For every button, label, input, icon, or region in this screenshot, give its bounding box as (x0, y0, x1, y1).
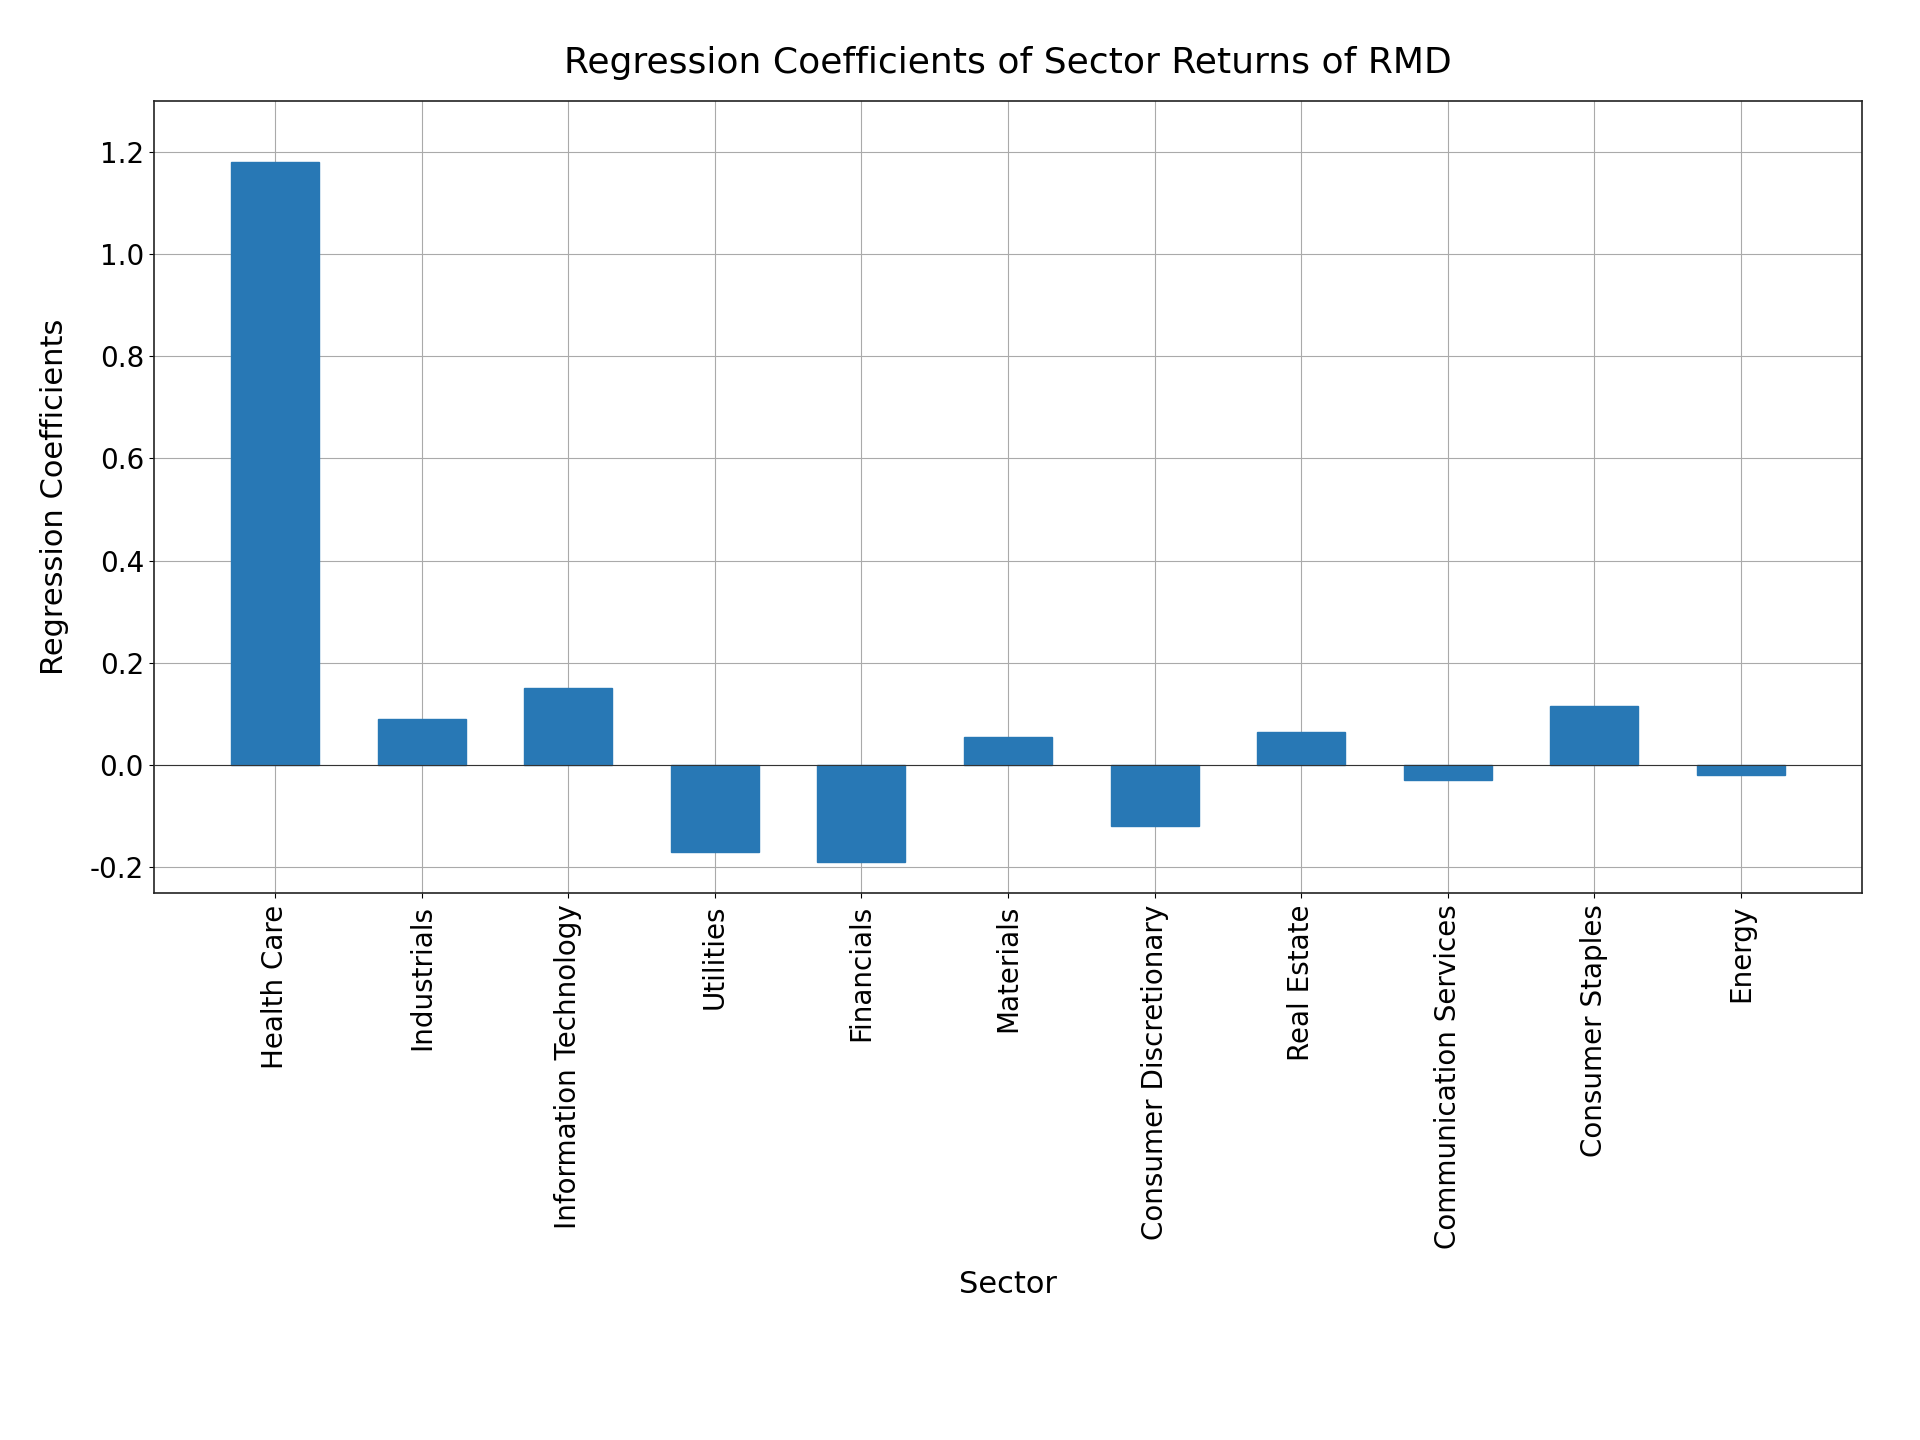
Bar (1549, 706, 1638, 765)
Bar (1404, 765, 1492, 780)
Bar (378, 719, 467, 765)
Bar (524, 688, 612, 765)
Bar (964, 737, 1052, 765)
Bar (1258, 732, 1346, 765)
Bar (670, 765, 758, 852)
Title: Regression Coefficients of Sector Returns of RMD: Regression Coefficients of Sector Return… (564, 46, 1452, 81)
Y-axis label: Regression Coefficients: Regression Coefficients (40, 318, 69, 675)
X-axis label: Sector: Sector (958, 1270, 1058, 1299)
Bar (1697, 765, 1786, 775)
Bar (230, 163, 319, 765)
Bar (1110, 765, 1198, 827)
Bar (818, 765, 906, 863)
